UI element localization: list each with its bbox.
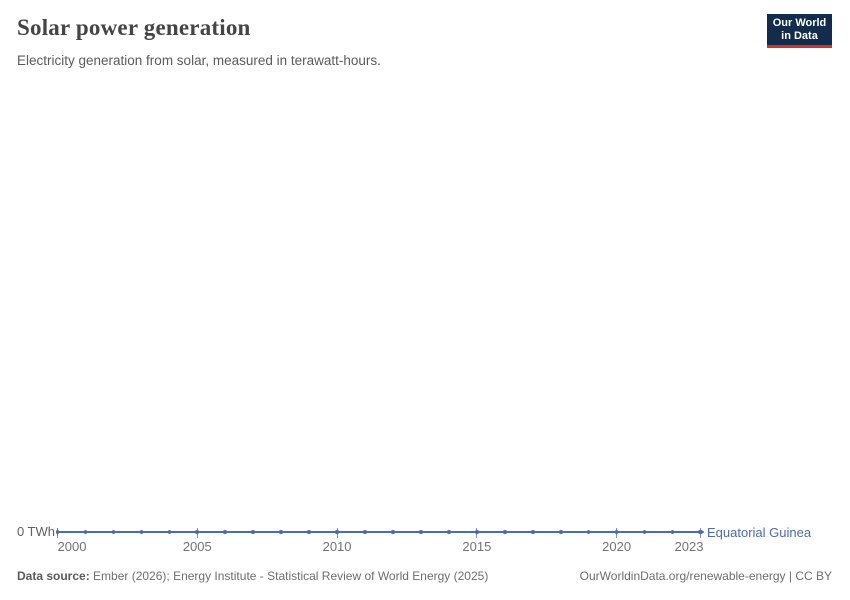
data-point[interactable] (475, 530, 479, 534)
data-point[interactable] (447, 530, 451, 534)
data-source-label: Data source: (17, 569, 90, 583)
owid-logo-accent-bar (767, 45, 832, 48)
data-point[interactable] (670, 530, 675, 534)
series-entity-label[interactable]: Equatorial Guinea (707, 524, 812, 540)
data-point[interactable] (642, 530, 647, 534)
data-point[interactable] (391, 530, 395, 534)
data-point[interactable] (363, 530, 367, 534)
data-point[interactable] (195, 530, 200, 534)
data-point[interactable] (111, 530, 116, 534)
data-point[interactable] (419, 530, 423, 534)
data-point[interactable] (307, 530, 311, 534)
y-axis-zero-label: 0 TWh (16, 524, 55, 539)
data-point[interactable] (335, 530, 339, 534)
x-axis-label: 2015 (462, 538, 492, 554)
owid-logo-text: Our World in Data (772, 17, 827, 42)
data-point[interactable] (530, 530, 535, 534)
x-axis-label: 2005 (182, 538, 212, 554)
data-point[interactable] (698, 529, 703, 535)
x-axis-label: 2023 (674, 538, 704, 554)
data-point[interactable] (251, 530, 255, 534)
data-point[interactable] (139, 530, 144, 534)
series-line[interactable] (57, 531, 704, 533)
chart-subtitle: Electricity generation from solar, measu… (17, 53, 381, 68)
x-axis-label: 2000 (57, 538, 87, 554)
data-point[interactable] (167, 530, 172, 534)
data-point[interactable] (83, 530, 88, 534)
data-point[interactable] (503, 530, 507, 534)
x-axis-label: 2020 (602, 538, 632, 554)
owid-logo[interactable]: Our World in Data (767, 14, 832, 48)
x-axis-label: 2010 (322, 538, 352, 554)
data-point[interactable] (558, 530, 563, 534)
chart-title: Solar power generation (17, 15, 251, 40)
data-point[interactable] (223, 530, 228, 534)
data-source-note: Data source: Ember (2026); Energy Instit… (17, 569, 488, 583)
data-point[interactable] (55, 530, 60, 534)
owid-link[interactable]: OurWorldinData.org/renewable-energy | CC… (579, 569, 832, 583)
data-point[interactable] (279, 530, 283, 534)
data-source-text: Ember (2026); Energy Institute - Statist… (89, 569, 489, 583)
data-point[interactable] (614, 530, 619, 534)
data-point[interactable] (586, 530, 591, 534)
